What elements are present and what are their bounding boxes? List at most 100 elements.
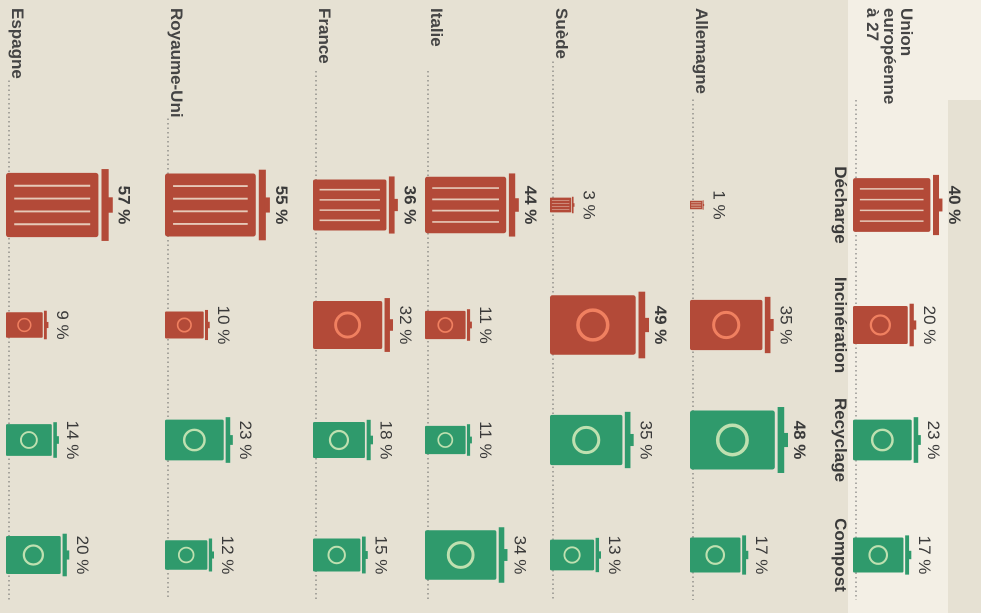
country-label: Suède xyxy=(552,8,570,60)
bin-handle xyxy=(769,318,774,332)
bin-body xyxy=(689,299,763,351)
bin-body xyxy=(425,530,497,580)
bin-icon xyxy=(446,541,475,569)
rotated-chart: Décharge Incinération Recyclage Compost Unio… xyxy=(5,0,981,613)
value-label: 9 % xyxy=(53,310,72,339)
bin xyxy=(6,422,59,458)
bin-body xyxy=(425,176,507,234)
country-label: Union européenne à 27 xyxy=(863,8,915,105)
eu-highlight-label xyxy=(848,0,981,100)
bin-icon xyxy=(870,428,894,452)
value-label: 10 % xyxy=(214,306,233,345)
bin-lid xyxy=(702,200,704,210)
bin-handle xyxy=(503,549,508,561)
value-label: 12 % xyxy=(218,536,237,575)
bin-icon xyxy=(327,545,346,565)
column-header: Recyclage xyxy=(831,398,850,482)
bin-icon xyxy=(328,429,350,451)
bin-icon xyxy=(868,545,889,565)
bin-handle xyxy=(207,321,210,329)
bin-body xyxy=(165,419,224,461)
value-label: 20 % xyxy=(920,306,939,345)
bin xyxy=(549,196,575,214)
value-label: 40 % xyxy=(945,186,964,225)
value-label: 34 % xyxy=(510,536,529,575)
bin-body xyxy=(550,539,595,571)
bin-body xyxy=(165,311,204,339)
country-label-box: Union européenne à 27 xyxy=(863,8,915,105)
bin-handle xyxy=(908,550,912,560)
bin xyxy=(165,417,233,463)
bin-icon xyxy=(712,310,741,340)
bin-handle xyxy=(469,436,472,444)
bin-icon xyxy=(19,431,38,449)
bin xyxy=(313,419,374,461)
bin-icon xyxy=(576,308,610,342)
bin-body xyxy=(6,172,99,238)
bin-icon xyxy=(563,546,581,564)
bin-body xyxy=(6,424,52,456)
bin-lid xyxy=(571,196,574,214)
bin-icon xyxy=(176,317,192,333)
bin-body xyxy=(165,173,256,237)
bin-lid xyxy=(498,527,505,583)
column-header: Incinération xyxy=(831,277,850,373)
bin-handle xyxy=(598,551,601,559)
bin xyxy=(690,407,788,473)
bin-body xyxy=(164,540,208,570)
bin-handle xyxy=(644,317,650,333)
country-label: Royaume-Uni xyxy=(167,8,185,118)
bin-handle xyxy=(370,435,374,445)
bin-lid xyxy=(508,173,516,237)
bin-lid xyxy=(905,535,910,575)
bin-handle xyxy=(469,321,472,329)
bin-handle xyxy=(365,551,368,559)
bin-lid xyxy=(913,417,919,463)
value-label: 11 % xyxy=(476,306,495,344)
bin-icon xyxy=(715,423,749,457)
value-label: 35 % xyxy=(776,306,795,345)
bin-handle xyxy=(745,550,749,560)
country-label-box: France xyxy=(315,8,333,64)
bin-body xyxy=(853,537,904,573)
bin-handle xyxy=(56,436,59,444)
bin xyxy=(164,538,214,572)
bin-icon xyxy=(437,432,454,448)
bin-icon xyxy=(22,544,45,566)
bin-body xyxy=(6,535,61,575)
bin xyxy=(853,535,912,575)
value-label: 44 % xyxy=(521,186,540,225)
bin xyxy=(549,291,650,359)
value-label: 17 % xyxy=(752,536,771,575)
bin-handle xyxy=(917,435,921,445)
bin-body xyxy=(690,537,741,573)
value-label: 49 % xyxy=(651,306,670,345)
bin-icon xyxy=(869,314,892,336)
country-label-box: Royaume-Uni xyxy=(167,8,185,118)
bin-handle xyxy=(211,551,214,559)
value-label: 20 % xyxy=(73,536,92,575)
bin-body xyxy=(424,425,466,455)
bin-lid xyxy=(466,424,471,456)
bin-icon xyxy=(572,425,601,455)
bin xyxy=(853,417,921,463)
bin-lid xyxy=(624,411,631,469)
bin xyxy=(312,298,394,352)
bin-body xyxy=(549,295,636,355)
bin-icon xyxy=(437,317,454,333)
value-label: 35 % xyxy=(636,421,655,460)
bin-handle xyxy=(107,197,113,213)
country-label-box: Espagne xyxy=(8,8,26,79)
value-label: 11 % xyxy=(476,421,495,459)
bin-handle xyxy=(389,319,394,331)
bin-body xyxy=(5,312,43,338)
bin xyxy=(549,411,634,469)
bin xyxy=(689,296,774,354)
bin-lid xyxy=(764,296,771,354)
bin-icon xyxy=(182,428,206,452)
bin xyxy=(853,303,917,347)
bin-lid xyxy=(43,310,47,340)
bin xyxy=(313,176,398,234)
